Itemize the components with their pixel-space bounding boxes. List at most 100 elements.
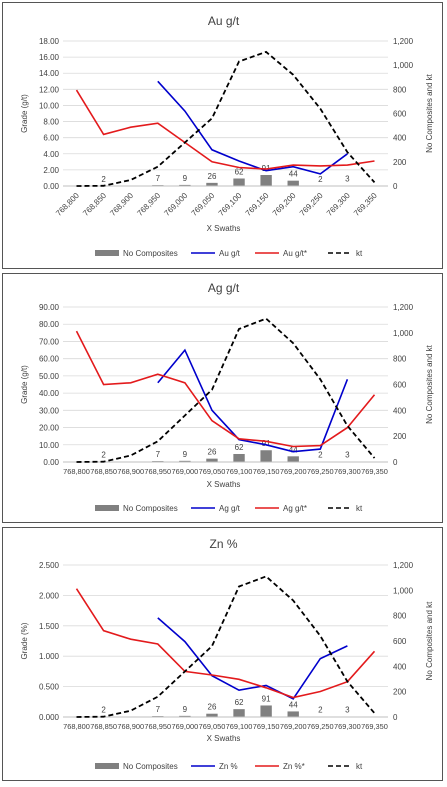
y2-tick-label: 1,000: [393, 329, 414, 338]
chart-title: Zn %: [209, 537, 237, 551]
x-tick-label: 768,950: [135, 191, 162, 218]
series-line-1: [77, 589, 375, 698]
x-tick-label: 768,800: [63, 467, 90, 476]
y-tick-label: 60.00: [39, 355, 60, 364]
y-tick-label: 50.00: [39, 372, 60, 381]
composite-bar: [260, 705, 271, 717]
x-tick-label: 769,250: [307, 722, 334, 731]
legend-label: Zn %: [219, 762, 238, 771]
y-tick-label: 14.00: [39, 69, 60, 78]
y2-tick-label: 1,000: [393, 586, 414, 595]
y2-tick-label: 400: [393, 406, 407, 415]
x-tick-label: 768,850: [81, 191, 108, 218]
x-tick-label: 769,350: [361, 467, 388, 476]
legend-label: Au g/t: [219, 249, 241, 258]
series-line-2: [77, 319, 375, 462]
x-tick-label: 769,200: [280, 722, 307, 731]
y-tick-label: 90.00: [39, 303, 60, 312]
x-tick-label: 769,000: [172, 722, 199, 731]
y-tick-label: 4.00: [43, 150, 59, 159]
legend-label: kt: [356, 762, 363, 771]
y-tick-label: 2.000: [39, 591, 60, 600]
composite-label: 62: [235, 698, 244, 707]
composite-bar: [288, 456, 299, 462]
y-tick-label: 10.00: [39, 101, 60, 110]
series-line-1: [77, 90, 375, 169]
composite-bar: [260, 450, 271, 462]
composite-label: 3: [345, 706, 350, 715]
y2-tick-label: 600: [393, 381, 407, 390]
y2-tick-label: 1,200: [393, 37, 414, 46]
composite-label: 7: [156, 705, 161, 714]
composite-bar: [233, 709, 244, 717]
legend-label: No Composites: [123, 504, 178, 513]
legend-swatch: [95, 763, 119, 769]
y-axis-title: Grade (g/t): [20, 94, 29, 133]
y-tick-label: 16.00: [39, 53, 60, 62]
y2-tick-label: 600: [393, 637, 407, 646]
composite-bar: [288, 181, 299, 186]
x-tick-label: 768,950: [144, 722, 171, 731]
y2-tick-label: 200: [393, 432, 407, 441]
y-axis-title: Grade (%): [20, 622, 29, 659]
x-tick-label: 769,150: [253, 467, 280, 476]
x-axis-title: X Swaths: [207, 224, 241, 233]
composite-label: 2: [101, 706, 106, 715]
y2-tick-label: 0: [393, 458, 398, 467]
y2-tick-label: 400: [393, 134, 407, 143]
y2-tick-label: 600: [393, 110, 407, 119]
composite-label: 9: [183, 705, 188, 714]
series-line-0: [158, 81, 348, 174]
x-tick-label: 768,900: [117, 722, 144, 731]
chart-zn: Zn %0.0000.5001.0001.5002.0002.500020040…: [3, 528, 444, 782]
composite-label: 26: [208, 448, 217, 457]
y-tick-label: 18.00: [39, 37, 60, 46]
y-axis-title: Grade (g/t): [20, 365, 29, 404]
composite-label: 26: [208, 703, 217, 712]
x-tick-label: 769,250: [298, 191, 325, 218]
composite-label: 7: [156, 450, 161, 459]
y2-tick-label: 800: [393, 85, 407, 94]
x-tick-label: 769,300: [325, 191, 352, 218]
composite-bar: [206, 459, 217, 462]
x-tick-label: 769,200: [271, 191, 298, 218]
y-tick-label: 70.00: [39, 337, 60, 346]
composite-label: 7: [156, 174, 161, 183]
y2-tick-label: 800: [393, 612, 407, 621]
x-tick-label: 769,350: [361, 722, 388, 731]
y2-tick-label: 200: [393, 158, 407, 167]
x-tick-label: 768,900: [108, 191, 135, 218]
x-tick-label: 769,050: [199, 467, 226, 476]
legend-label: kt: [356, 504, 363, 513]
x-tick-label: 769,300: [334, 467, 361, 476]
y2-tick-label: 1,200: [393, 303, 414, 312]
legend-label: Ag g/t: [219, 504, 241, 513]
composite-label: 3: [345, 451, 350, 460]
chart-title: Au g/t: [208, 14, 240, 28]
composite-label: 44: [289, 700, 298, 709]
y2-tick-label: 0: [393, 182, 398, 191]
legend-label: Zn %*: [283, 762, 305, 771]
x-tick-label: 768,850: [90, 722, 117, 731]
y2-axis-title: No Composites and kt: [425, 601, 434, 680]
x-tick-label: 769,200: [280, 467, 307, 476]
legend-label: kt: [356, 249, 363, 258]
x-tick-label: 769,150: [244, 191, 271, 218]
composite-label: 62: [235, 443, 244, 452]
x-tick-label: 769,000: [162, 191, 189, 218]
composite-label: 44: [289, 170, 298, 179]
y2-tick-label: 400: [393, 662, 407, 671]
composite-bar: [288, 711, 299, 717]
y-tick-label: 1.500: [39, 622, 60, 631]
legend-label: No Composites: [123, 249, 178, 258]
composite-label: 91: [262, 694, 271, 703]
composite-label: 2: [101, 451, 106, 460]
x-tick-label: 769,050: [190, 191, 217, 218]
y-tick-label: 30.00: [39, 406, 60, 415]
legend-swatch: [95, 505, 119, 511]
x-tick-label: 769,250: [307, 467, 334, 476]
legend-label: Au g/t*: [283, 249, 307, 258]
x-tick-label: 768,800: [63, 722, 90, 731]
